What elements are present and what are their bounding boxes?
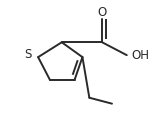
Text: O: O [97,6,107,19]
Text: S: S [25,48,32,61]
Text: OH: OH [132,49,150,62]
